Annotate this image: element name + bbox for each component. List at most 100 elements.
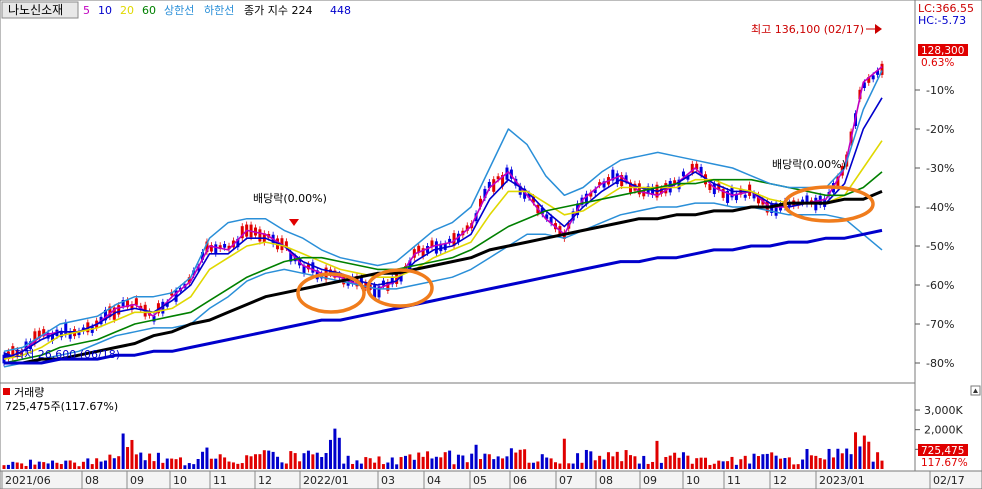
x-tick-label: 09	[130, 474, 144, 487]
volume-bar	[801, 459, 805, 469]
series-line-하한선	[3, 202, 883, 368]
volume-bar	[342, 463, 346, 469]
volume-bar	[359, 463, 363, 469]
candle-body	[170, 292, 174, 296]
indicator-lines	[3, 65, 883, 368]
candle-body	[417, 245, 421, 253]
volume-bar	[633, 456, 637, 469]
candle-body	[236, 238, 240, 248]
stock-name-box[interactable]	[1, 1, 79, 19]
volume-bar	[708, 464, 712, 469]
candle-body	[479, 198, 483, 207]
hc-label: HC:-5.73	[918, 14, 966, 27]
series-line-224	[4, 190, 883, 365]
volume-bar	[717, 460, 721, 469]
volume-bar	[721, 461, 725, 469]
candle-body	[421, 248, 425, 257]
volume-bar	[474, 444, 478, 469]
volume-bar	[170, 458, 174, 469]
volume-bar	[554, 462, 558, 469]
volume-bar	[390, 457, 394, 469]
x-tick-label: 11	[727, 474, 741, 487]
volume-bar	[651, 461, 655, 469]
candle-body	[690, 163, 694, 173]
volume-bar	[134, 454, 138, 469]
volume-bar	[598, 455, 602, 469]
ma-legend-label[interactable]: 5	[83, 4, 90, 17]
candle-body	[24, 341, 28, 352]
price-tick-label: -80%	[926, 357, 954, 370]
volume-bar	[37, 461, 41, 469]
axis-panel-frame	[914, 0, 982, 472]
x-tick-label: 2021/06	[5, 474, 51, 487]
volume-bar	[642, 455, 646, 469]
low-annotation: 최저 26,600 (06/18)	[14, 348, 120, 361]
volume-bar	[668, 455, 672, 469]
ma-legend-label[interactable]: 20	[120, 4, 134, 17]
volume-bar	[593, 460, 597, 469]
volume-bar	[659, 462, 663, 469]
x-tick-label: 12	[258, 474, 272, 487]
ma-legend-label[interactable]: 상한선	[164, 4, 194, 17]
volume-badge-value: 725,475	[921, 445, 964, 457]
candle-body	[598, 182, 602, 186]
candle-body	[589, 192, 593, 197]
series-line-10	[3, 97, 883, 360]
candle-body	[540, 207, 544, 215]
ma-legend-label[interactable]: 60	[142, 4, 156, 17]
volume-bar	[681, 452, 685, 469]
x-tick-label: 11	[213, 474, 227, 487]
ma-legend-label[interactable]: 448	[330, 4, 351, 17]
stock-name: 나노신소재	[8, 3, 63, 17]
volume-bar	[576, 453, 580, 469]
volume-bar	[395, 464, 399, 469]
volume-bar	[280, 462, 284, 469]
volume-bar	[479, 459, 483, 469]
volume-bar	[461, 455, 465, 469]
volume-bar	[126, 447, 130, 469]
volume-bar	[161, 462, 165, 469]
x-axis-strip	[0, 470, 982, 489]
volume-bar	[823, 459, 827, 469]
volume-bar	[11, 461, 15, 469]
volume-tick-label: 3,000K	[924, 404, 963, 417]
volume-bar	[386, 462, 390, 469]
ma-legend-label[interactable]: 하한선	[204, 3, 234, 17]
volume-bar	[205, 447, 209, 469]
volume-bar	[293, 453, 297, 469]
volume-bar	[589, 451, 593, 469]
volume-bar	[483, 453, 487, 469]
candle-body	[311, 262, 315, 273]
x-tick-label: 07	[559, 474, 573, 487]
volume-bar	[664, 456, 668, 469]
volume-bar	[501, 458, 505, 469]
volume-bar	[549, 458, 553, 469]
candle-body	[20, 351, 24, 355]
x-tick-label: 02/17	[933, 474, 965, 487]
volume-bar	[399, 457, 403, 469]
candle-body	[876, 70, 880, 75]
volume-bar	[236, 463, 240, 469]
volume-bar	[302, 453, 306, 469]
ma-legend-label[interactable]: 10	[98, 4, 112, 17]
volume-bar	[271, 451, 275, 469]
volume-bar	[426, 451, 430, 469]
candle-body	[602, 181, 606, 188]
price-tick-label: -10%	[926, 84, 954, 97]
volume-bar	[734, 464, 738, 469]
volume-bar	[346, 455, 350, 469]
candle-body	[531, 196, 535, 203]
candle-body	[673, 180, 677, 184]
volume-title: 거래량	[14, 386, 44, 399]
x-tick-label: 04	[427, 474, 441, 487]
ma-legend-label[interactable]: 종가 지수 224	[244, 4, 312, 17]
volume-bar	[602, 459, 606, 469]
volume-bar	[730, 456, 734, 469]
volume-bar	[854, 432, 858, 469]
volume-bar	[381, 464, 385, 469]
volume-bar	[267, 450, 271, 469]
candle-body	[240, 226, 244, 239]
volume-bar	[465, 462, 469, 469]
volume-bar	[289, 451, 293, 469]
